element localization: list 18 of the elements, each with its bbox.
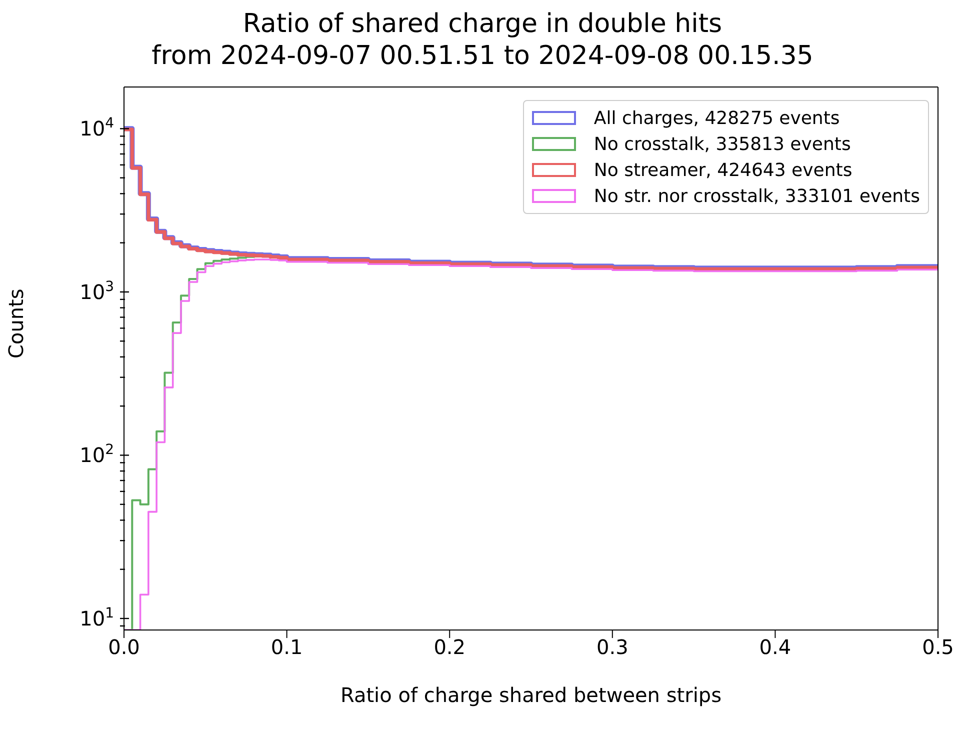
chart-title: Ratio of shared charge in double hits <box>242 8 724 40</box>
legend-label: No streamer, 424643 events <box>594 160 852 180</box>
legend-label: No crosstalk, 335813 events <box>594 134 851 154</box>
y-tick-label: 10$^{2}$ <box>80 442 114 468</box>
chart-subtitle: from 2024-09-07 00.51.51 to 2024-09-08 00.15.35 <box>150 40 814 72</box>
y-axis-title: Counts <box>4 288 28 358</box>
x-tick-label: 0.5 <box>922 635 954 660</box>
x-tick-label: 0.3 <box>596 635 628 660</box>
legend-label: All charges, 428275 events <box>594 108 840 128</box>
x-tick-label: 0.4 <box>759 635 792 660</box>
y-tick-label: 10$^{4}$ <box>80 116 114 141</box>
legend-label: No str. nor crosstalk, 333101 events <box>594 186 920 206</box>
x-axis-title: Ratio of charge shared between strips <box>340 683 722 707</box>
x-tick-label: 0.0 <box>108 635 140 660</box>
x-tick-label: 0.1 <box>270 635 303 660</box>
y-tick-label: 10$^{1}$ <box>80 605 114 630</box>
y-tick-label: 10$^{3}$ <box>80 278 114 304</box>
x-tick-label: 0.2 <box>434 635 466 660</box>
